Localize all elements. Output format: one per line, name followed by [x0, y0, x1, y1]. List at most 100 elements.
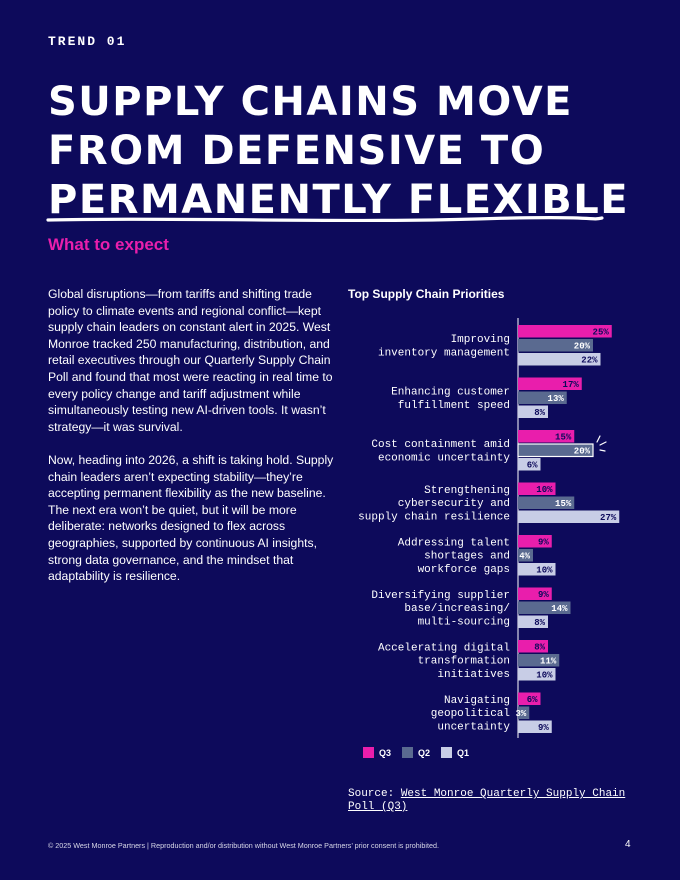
category-label-line: Accelerating digital — [378, 642, 510, 654]
category-label: Improving inventory management — [378, 334, 510, 359]
category-label: Strengthening cybersecurity and supply cha… — [358, 485, 510, 523]
bar-q2 — [518, 444, 593, 457]
bar-value-label: 11% — [540, 657, 557, 667]
category-label-line: Enhancing customer — [391, 387, 510, 399]
bar-q2 — [518, 339, 593, 352]
bar-value-label: 6% — [527, 461, 538, 471]
bar-q2 — [518, 706, 530, 719]
priorities-bar-chart: Improving inventory management25%20%22%En… — [358, 318, 620, 758]
page-number: 4 — [625, 839, 631, 850]
category-label-line: shortages and — [424, 551, 510, 563]
bar-q1 — [518, 353, 601, 366]
bar-value-label: 9% — [538, 590, 549, 600]
bar-value-label: 20% — [574, 342, 591, 352]
bar-value-label: 4% — [519, 552, 530, 562]
category-label: Addressing talent shortages and workforce … — [398, 537, 510, 575]
category-label-line: Cost containment amid — [371, 439, 510, 451]
body-paragraph-1: Global disruptions—from tariffs and shif… — [48, 287, 333, 434]
bar-q3 — [518, 640, 548, 653]
category-label-line: inventory management — [378, 347, 510, 359]
page-title: SUPPLY CHAINS MOVE FROM DEFENSIVE TO PER… — [48, 78, 648, 225]
bar-q2 — [518, 654, 560, 667]
trend-eyebrow: TREND 01 — [48, 34, 127, 49]
bar-value-label: 3% — [515, 709, 526, 719]
copyright-footer: © 2025 West Monroe Partners | Reproducti… — [48, 841, 439, 850]
category-label-line: transformation — [418, 656, 510, 668]
category-label-line: geopolitical — [431, 708, 510, 720]
category-label-line: Addressing talent — [398, 537, 510, 549]
bar-q1 — [518, 720, 552, 733]
bar-q1 — [518, 458, 541, 471]
headline-line-2: FROM DEFENSIVE TO — [48, 128, 546, 174]
category-label-line: Improving — [451, 334, 510, 346]
bar-value-label: 15% — [555, 433, 572, 443]
bar-value-label: 10% — [536, 671, 553, 681]
bar-value-label: 15% — [555, 499, 572, 509]
body-paragraph-2: Now, heading into 2026, a shift is takin… — [48, 452, 334, 584]
legend-swatch-q1 — [441, 747, 452, 758]
bar-q3 — [518, 482, 556, 495]
bar-value-label: 8% — [534, 408, 545, 418]
category-label-line: initiatives — [437, 669, 510, 681]
bar-q1 — [518, 563, 556, 576]
bar-q1 — [518, 615, 548, 628]
category-label-line: multi-sourcing — [418, 616, 510, 628]
category-label-line: base/increasing/ — [404, 603, 510, 615]
bar-value-label: 13% — [548, 394, 565, 404]
bar-value-label: 27% — [600, 513, 617, 523]
category-label-line: cybersecurity and — [398, 498, 510, 510]
bar-q2 — [518, 496, 575, 509]
bar-value-label: 8% — [534, 643, 545, 653]
category-label-line: fulfillment speed — [398, 400, 510, 412]
source-link[interactable]: West Monroe Quarterly Supply Chain Poll … — [348, 788, 626, 813]
category-label-line: economic uncertainty — [378, 452, 510, 464]
bar-q3 — [518, 587, 552, 600]
category-label-line: Navigating — [444, 695, 510, 707]
bar-q3 — [518, 430, 575, 443]
category-label-line: Diversifying supplier — [371, 590, 510, 602]
bar-value-label: 10% — [536, 485, 553, 495]
highlight-spark-icon — [596, 435, 607, 452]
highlight-outline — [517, 443, 594, 458]
bar-q2 — [518, 391, 567, 404]
category-label: Accelerating digital transformation initia… — [378, 642, 510, 680]
bar-q3 — [518, 377, 582, 390]
bar-value-label: 8% — [534, 618, 545, 628]
category-label: Enhancing customer fulfillment speed — [391, 387, 510, 412]
headline-line-1: SUPPLY CHAINS MOVE — [48, 79, 573, 125]
bar-value-label: 22% — [581, 356, 598, 366]
bar-value-label: 9% — [538, 723, 549, 733]
legend-label-q1: Q1 — [457, 748, 469, 758]
bar-value-label: 10% — [536, 566, 553, 576]
bar-q3 — [518, 692, 541, 705]
bar-q2 — [518, 601, 571, 614]
bar-q3 — [518, 535, 552, 548]
category-label: Cost containment amid economic uncertaint… — [371, 439, 510, 464]
bar-q1 — [518, 668, 556, 681]
legend-label-q2: Q2 — [418, 748, 430, 758]
category-label-line: Strengthening — [424, 485, 510, 497]
headline-line-3: PERMANENTLY FLEXIBLE — [48, 177, 630, 223]
bar-q1 — [518, 405, 548, 418]
bar-value-label: 14% — [551, 604, 568, 614]
bar-value-label: 9% — [538, 538, 549, 548]
bar-value-label: 20% — [574, 447, 591, 457]
category-label: Navigating geopolitical uncertainty — [431, 695, 511, 733]
bar-value-label: 25% — [593, 328, 610, 338]
legend-swatch-q3 — [363, 747, 374, 758]
category-label-line: supply chain resilience — [358, 511, 510, 523]
bar-q3 — [518, 325, 612, 338]
bar-q2 — [518, 549, 533, 562]
section-subhead: What to expect — [48, 235, 169, 254]
bar-value-label: 6% — [527, 695, 538, 705]
chart-title: Top Supply Chain Priorities — [348, 287, 505, 301]
bar-q1 — [518, 510, 620, 523]
source-prefix: Source: — [348, 788, 401, 800]
category-label: Diversifying supplier base/increasing/mul… — [371, 590, 510, 628]
brush-underline — [46, 215, 604, 223]
legend-label-q3: Q3 — [379, 748, 391, 758]
body-copy: Global disruptions—from tariffs and shif… — [48, 286, 334, 601]
source-note: Source: West Monroe Quarterly Supply Cha… — [348, 788, 638, 814]
category-label-line: workforce gaps — [418, 564, 510, 576]
legend-swatch-q2 — [402, 747, 413, 758]
